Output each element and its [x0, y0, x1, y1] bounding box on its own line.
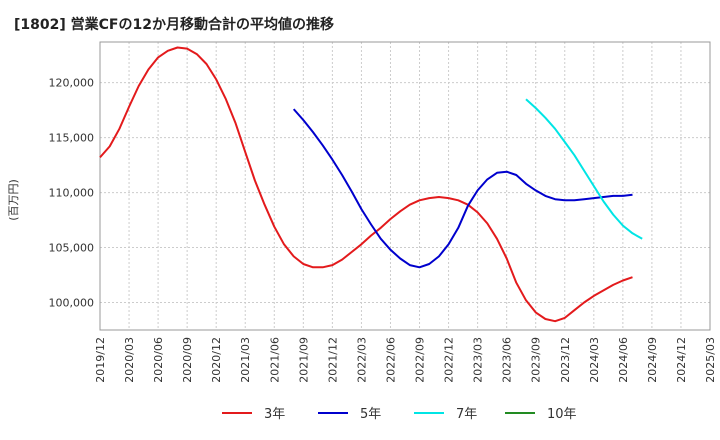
- x-tick-label: 2023/09: [530, 337, 543, 383]
- x-tick-label: 2021/12: [326, 337, 339, 383]
- x-tick-label: 2020/03: [123, 337, 136, 383]
- series-line-3: [525, 98, 643, 240]
- x-tick-label: 2024/06: [617, 337, 630, 383]
- x-tick-label: 2022/06: [384, 337, 397, 383]
- legend: 3年 5年 7年 10年: [222, 407, 577, 422]
- x-tick-label: 2020/09: [181, 337, 194, 383]
- y-tick-label: 120,000: [49, 77, 95, 90]
- plot-frame: [99, 41, 711, 331]
- x-tick-label: 2021/06: [268, 337, 281, 383]
- y-axis: 100,000 105,000 110,000 115,000 120,000: [49, 77, 95, 310]
- x-tick-label: 2020/12: [210, 337, 223, 383]
- x-tick-label: 2021/03: [239, 337, 252, 383]
- series-line-1: [99, 46, 633, 323]
- y-tick-label: 100,000: [49, 297, 95, 310]
- x-tick-label: 2023/12: [559, 337, 572, 383]
- series-line-2: [292, 108, 633, 269]
- grid-lines: [99, 42, 711, 330]
- x-tick-label: 2024/03: [588, 337, 601, 383]
- y-tick-label: 115,000: [49, 132, 95, 145]
- series-lines: [99, 46, 643, 323]
- x-axis: 2019/12 2020/03 2020/06 2020/09 2020/12 2021/…: [94, 337, 717, 383]
- legend-label: 3年: [264, 407, 285, 422]
- legend-label: 5年: [360, 407, 381, 422]
- x-tick-label: 2023/03: [472, 337, 485, 383]
- x-tick-label: 2025/03: [704, 337, 717, 383]
- x-tick-label: 2024/12: [675, 337, 688, 383]
- legend-label: 10年: [547, 407, 577, 422]
- x-tick-label: 2020/06: [152, 337, 165, 383]
- x-tick-label: 2019/12: [94, 337, 107, 383]
- x-tick-label: 2022/09: [414, 337, 427, 383]
- x-tick-label: 2024/09: [646, 337, 659, 383]
- y-tick-label: 110,000: [49, 187, 95, 200]
- x-tick-label: 2022/03: [355, 337, 368, 383]
- y-tick-label: 105,000: [49, 242, 95, 255]
- y-axis-label: (百万円): [7, 179, 20, 221]
- x-tick-label: 2022/12: [443, 337, 456, 383]
- chart-title: [1802] 営業CFの12か月移動合計の平均値の推移: [14, 17, 334, 33]
- x-tick-label: 2021/09: [297, 337, 310, 383]
- legend-label: 7年: [456, 407, 477, 422]
- x-tick-label: 2023/06: [501, 337, 514, 383]
